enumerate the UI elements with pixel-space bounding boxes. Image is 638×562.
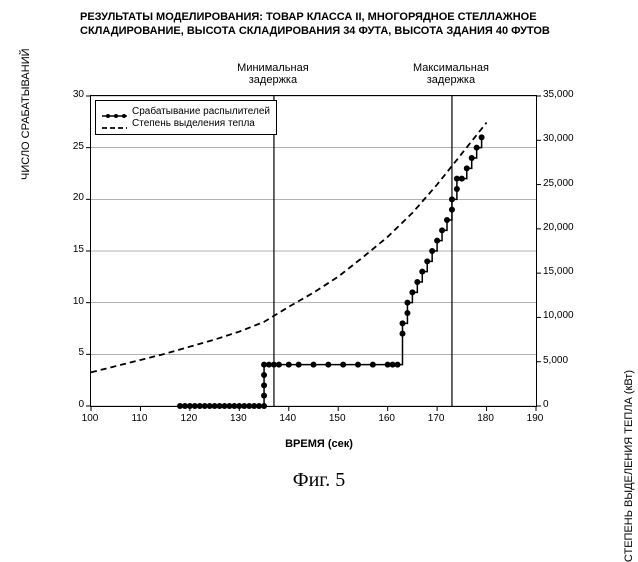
y-right-tick: 0 xyxy=(543,399,549,410)
x-tick: 130 xyxy=(226,413,250,424)
y-right-tick: 5,000 xyxy=(543,355,568,366)
x-tick: 180 xyxy=(474,413,498,424)
y-right-tick: 20,000 xyxy=(543,222,574,233)
x-tick: 150 xyxy=(325,413,349,424)
y-right-tick: 35,000 xyxy=(543,89,574,100)
x-tick: 190 xyxy=(523,413,547,424)
x-tick: 160 xyxy=(375,413,399,424)
y-left-tick: 10 xyxy=(60,296,84,307)
y-left-tick: 5 xyxy=(60,347,84,358)
y-right-tick: 30,000 xyxy=(543,133,574,144)
y-right-tick: 25,000 xyxy=(543,178,574,189)
y-right-tick: 15,000 xyxy=(543,266,574,277)
x-tick: 140 xyxy=(276,413,300,424)
y-left-tick: 0 xyxy=(60,399,84,410)
legend-item-sprinklers: Срабатывание распылителей xyxy=(102,106,270,117)
x-tick: 120 xyxy=(177,413,201,424)
y-left-axis-label: ЧИСЛО СРАБАТЫВАНИЙ xyxy=(20,48,32,180)
legend: Срабатывание распылителей Степень выделе… xyxy=(95,100,277,135)
data-series xyxy=(91,96,536,406)
x-axis-label: ВРЕМЯ (сек) xyxy=(0,438,638,450)
legend-label-sprinklers: Срабатывание распылителей xyxy=(132,106,270,117)
y-left-tick: 15 xyxy=(60,244,84,255)
legend-label-heat: Степень выделения тепла xyxy=(132,118,255,129)
chart-title: РЕЗУЛЬТАТЫ МОДЕЛИРОВАНИЯ: ТОВАР КЛАССА I… xyxy=(80,10,588,39)
y-left-tick: 20 xyxy=(60,192,84,203)
x-tick: 100 xyxy=(78,413,102,424)
y-left-tick: 25 xyxy=(60,141,84,152)
x-tick: 170 xyxy=(424,413,448,424)
x-tick: 110 xyxy=(127,413,151,424)
y-left-tick: 30 xyxy=(60,89,84,100)
y-right-axis-label: СТЕПЕНЬ ВЫДЕЛЕНИЯ ТЕПЛА (кВт) xyxy=(623,370,635,562)
figure-label: Фиг. 5 xyxy=(0,469,638,492)
y-right-tick: 10,000 xyxy=(543,310,574,321)
legend-item-heat: Степень выделения тепла xyxy=(102,118,270,129)
chart-container: РЕЗУЛЬТАТЫ МОДЕЛИРОВАНИЯ: ТОВАР КЛАССА I… xyxy=(0,0,638,500)
min-delay-label: Минимальная задержка xyxy=(213,62,333,86)
plot-area xyxy=(90,95,537,407)
max-delay-label: Максимальная задержка xyxy=(391,62,511,86)
